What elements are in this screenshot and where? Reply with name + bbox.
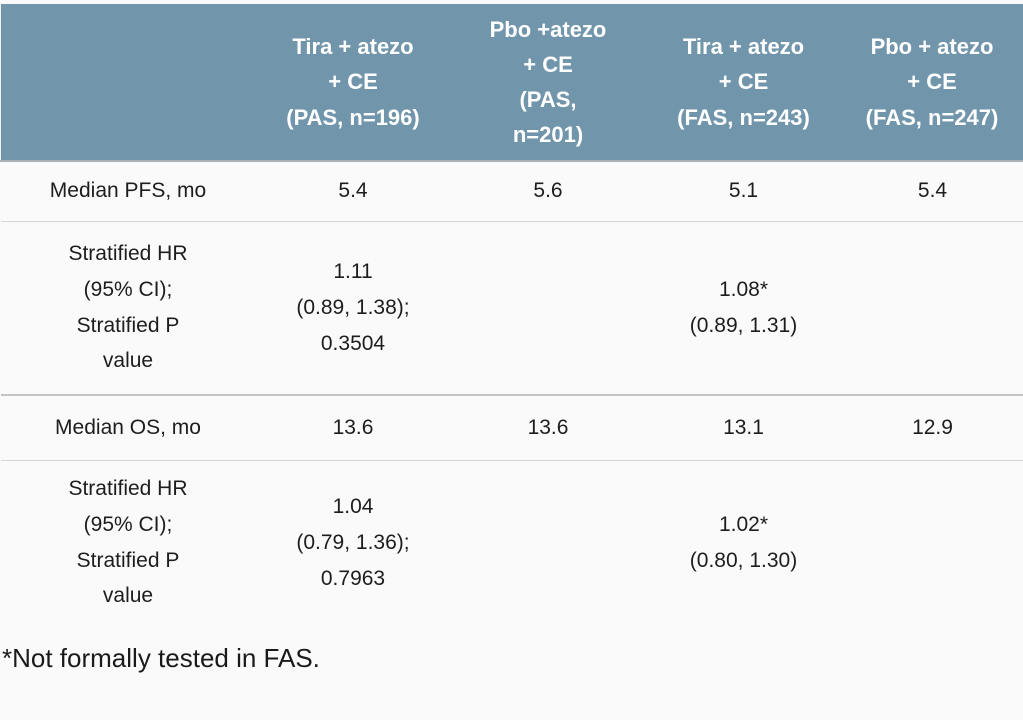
header-row: Tira + atezo + CE (PAS, n=196) Pbo +atez…: [0, 4, 1023, 162]
cell: [841, 220, 1023, 395]
cell: 1.08* (0.89, 1.31): [645, 220, 842, 395]
row-label: Stratified HR (95% CI); Stratified P val…: [0, 220, 256, 395]
cell: 5.4: [917, 179, 948, 203]
row-label: Median OS, mo: [0, 394, 256, 460]
column-header-blank: [0, 4, 256, 162]
footnote: *Not formally tested in FAS.: [2, 643, 320, 673]
cell: 13.1: [645, 394, 842, 460]
cell: 1.02* (0.80, 1.30): [645, 459, 842, 625]
column-header-tira-pas: Tira + atezo + CE (PAS, n=196): [255, 4, 451, 162]
table-row-os-hr: Stratified HR (95% CI); Stratified P val…: [0, 459, 1023, 625]
cell: 5.1: [728, 179, 759, 203]
column-header-tira-fas: Tira + atezo + CE (FAS, n=243): [645, 4, 842, 162]
cell: 5.6: [533, 179, 563, 203]
cell: 12.9: [841, 394, 1023, 460]
cell: 13.6: [255, 394, 451, 460]
column-header-pbo-fas: Pbo + atezo + CE (FAS, n=247): [841, 4, 1023, 162]
cell: 5.4: [338, 179, 368, 203]
column-header-pbo-pas: Pbo +atezo + CE (PAS, n=201): [450, 4, 646, 162]
cell: [450, 459, 646, 625]
cell: 13.6: [450, 394, 646, 460]
row-label: Stratified HR (95% CI); Stratified P val…: [0, 459, 256, 625]
results-table: Tira + atezo + CE (PAS, n=196) Pbo +atez…: [0, 4, 1023, 625]
table-row-median-pfs: Median PFS, mo 5.4 5.6 5.1 5.4: [1, 161, 1023, 221]
cell: [841, 459, 1023, 625]
cell: [450, 220, 646, 395]
row-label: Median PFS, mo: [49, 179, 207, 203]
cell: 1.11 (0.89, 1.38); 0.3504: [255, 220, 451, 395]
page: Tira + atezo + CE (PAS, n=196) Pbo +atez…: [0, 4, 1023, 673]
table-row-median-os: Median OS, mo 13.6 13.6 13.1 12.9: [0, 394, 1023, 460]
table-row-pfs-hr: Stratified HR (95% CI); Stratified P val…: [0, 220, 1023, 395]
cell: 1.04 (0.79, 1.36); 0.7963: [255, 459, 451, 625]
